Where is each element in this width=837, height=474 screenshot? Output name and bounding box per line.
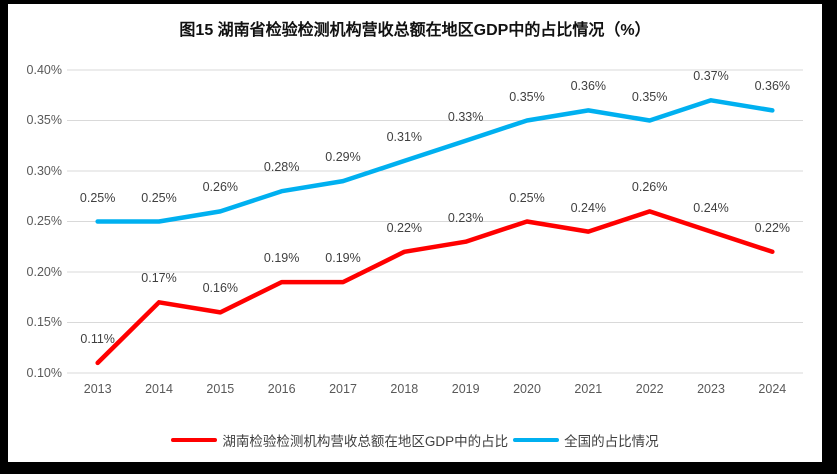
x-axis-tick-label: 2018 (390, 382, 419, 396)
x-axis-tick-label: 2013 (83, 382, 112, 396)
data-label-national: 0.25% (141, 190, 177, 205)
y-axis-tick-label: 0.35% (26, 113, 62, 127)
data-label-national: 0.25% (79, 190, 116, 205)
x-axis-tick-label: 2015 (206, 382, 235, 396)
legend-label-national: 全国的占比情况 (564, 434, 659, 449)
legend-label-hunan: 湖南检验检测机构营收总额在地区GDP中的占比 (222, 434, 509, 449)
x-axis-tick-label: 2016 (267, 382, 296, 396)
legend-key-national-line (513, 438, 560, 442)
data-label-hunan: 0.24% (693, 200, 729, 215)
data-label-hunan: 0.26% (631, 180, 668, 195)
x-axis-tick-label: 2019 (451, 382, 480, 396)
x-axis-tick-label: 2022 (635, 382, 664, 396)
y-axis-tick-label: 0.25% (26, 214, 62, 228)
y-axis-tick-label: 0.40% (26, 62, 62, 77)
x-axis-tick-label: 2020 (513, 382, 541, 396)
data-label-hunan: 0.22% (754, 220, 791, 235)
x-axis-tick-label: 2021 (574, 382, 603, 396)
y-axis-tick-label: 0.15% (26, 315, 62, 329)
data-label-national: 0.31% (386, 129, 423, 144)
data-label-national: 0.36% (570, 79, 607, 94)
data-label-hunan: 0.17% (141, 271, 177, 286)
series-line-hunan (95, 209, 775, 366)
x-axis-tick-label: 2014 (145, 382, 173, 396)
data-label-national: 0.35% (631, 89, 668, 104)
data-label-hunan: 0.25% (509, 190, 545, 205)
data-label-hunan: 0.19% (325, 251, 361, 266)
legend: 湖南检验检测机构营收总额在地区GDP中的占比 全国的占比情况 (8, 430, 822, 450)
data-label-national: 0.33% (447, 109, 484, 124)
legend-key-hunan-line (171, 438, 218, 442)
chart-figure: 图15 湖南省检验检测机构营收总额在地区GDP中的占比情况（%） 湖南检验检测机… (8, 4, 822, 462)
y-axis-tick-label: 0.30% (26, 163, 62, 178)
data-label-hunan: 0.16% (202, 281, 239, 296)
chart-title: 图15 湖南省检验检测机构营收总额在地区GDP中的占比情况（%） (179, 22, 651, 39)
x-axis-tick-label: 2023 (697, 382, 725, 396)
x-axis-tick-label: 2024 (758, 382, 787, 396)
data-label-hunan: 0.11% (80, 331, 115, 346)
series-line-national (95, 98, 775, 224)
data-label-hunan: 0.23% (447, 210, 484, 225)
chart-canvas (67, 69, 803, 374)
data-label-hunan: 0.24% (570, 200, 607, 215)
data-label-national: 0.37% (693, 69, 729, 84)
data-label-hunan: 0.19% (263, 251, 300, 266)
data-label-national: 0.26% (202, 180, 239, 195)
data-label-hunan: 0.22% (386, 220, 423, 235)
x-axis-tick-label: 2017 (329, 382, 357, 396)
data-label-national: 0.28% (263, 160, 300, 175)
data-label-national: 0.36% (754, 79, 791, 94)
data-label-national: 0.29% (325, 150, 361, 165)
y-axis-tick-label: 0.20% (26, 264, 62, 279)
data-label-national: 0.35% (509, 89, 545, 104)
y-axis-tick-label: 0.10% (26, 365, 62, 380)
